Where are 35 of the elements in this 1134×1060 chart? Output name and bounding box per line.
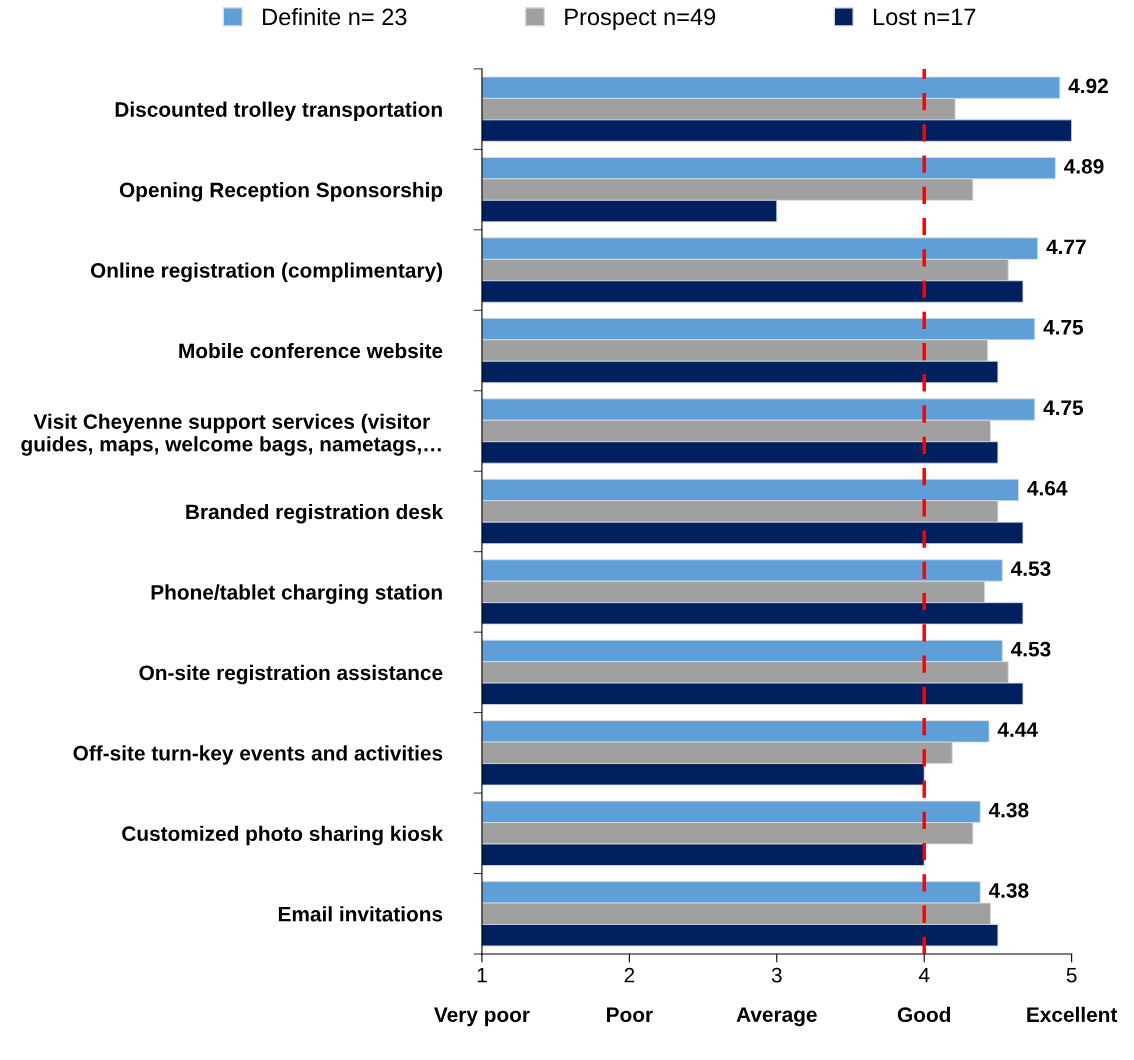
legend-label: Lost n=17 (873, 8, 976, 26)
y-tick-label: On-site registration assistance (139, 664, 443, 685)
data-label: 4.38 (988, 883, 1029, 898)
y-tick-label: Customized photo sharing kiosk (122, 825, 444, 846)
data-label: 4.64 (1027, 480, 1068, 496)
text: Poor (607, 1007, 653, 1023)
data-label: 4.53 (1010, 641, 1051, 657)
data-label: 4.89 (1064, 158, 1104, 174)
data-label: 4.44 (997, 722, 1038, 737)
y-tick-label: Branded registration desk (186, 503, 444, 524)
text: Good (897, 1006, 951, 1023)
y-tick-label: Online registration (complimentary) (90, 262, 443, 283)
data-label: 4.77 (1046, 239, 1086, 254)
y-tick-label: Off-site turn-key events and activities (73, 745, 443, 765)
text: Very poor (434, 1007, 530, 1027)
text: Average (736, 1007, 817, 1027)
x-tick-label: 3 (771, 967, 782, 983)
data-label: 4.53 (1010, 561, 1051, 577)
x-tick-label: 5 (1066, 967, 1077, 983)
y-tick-label: Visit Cheyenne support services (visitor guides, maps, welcome bags, nametags,… (21, 413, 441, 456)
data-label: 4.92 (1068, 78, 1108, 94)
x-tick-label: 1 (477, 967, 487, 983)
data-label: 4.38 (988, 802, 1029, 818)
legend-label: Definite n= 23 (263, 7, 407, 26)
y-tick-label: Phone/tablet charging station (151, 584, 442, 604)
x-tick-label: 4 (918, 967, 930, 983)
y-tick-label: Discounted trolley transportation (115, 101, 442, 121)
y-tick-label: Mobile conference website (179, 342, 443, 359)
data-label: 4.75 (1043, 320, 1084, 335)
text: Excellent (1027, 1006, 1118, 1023)
data-label: 4.75 (1043, 400, 1084, 416)
legend-label: Prospect n=49 (565, 8, 716, 30)
y-tick-label: Email invitations (278, 906, 443, 922)
x-tick-label: 2 (624, 967, 635, 983)
y-tick-label: Opening Reception Sponsorship (119, 182, 443, 202)
